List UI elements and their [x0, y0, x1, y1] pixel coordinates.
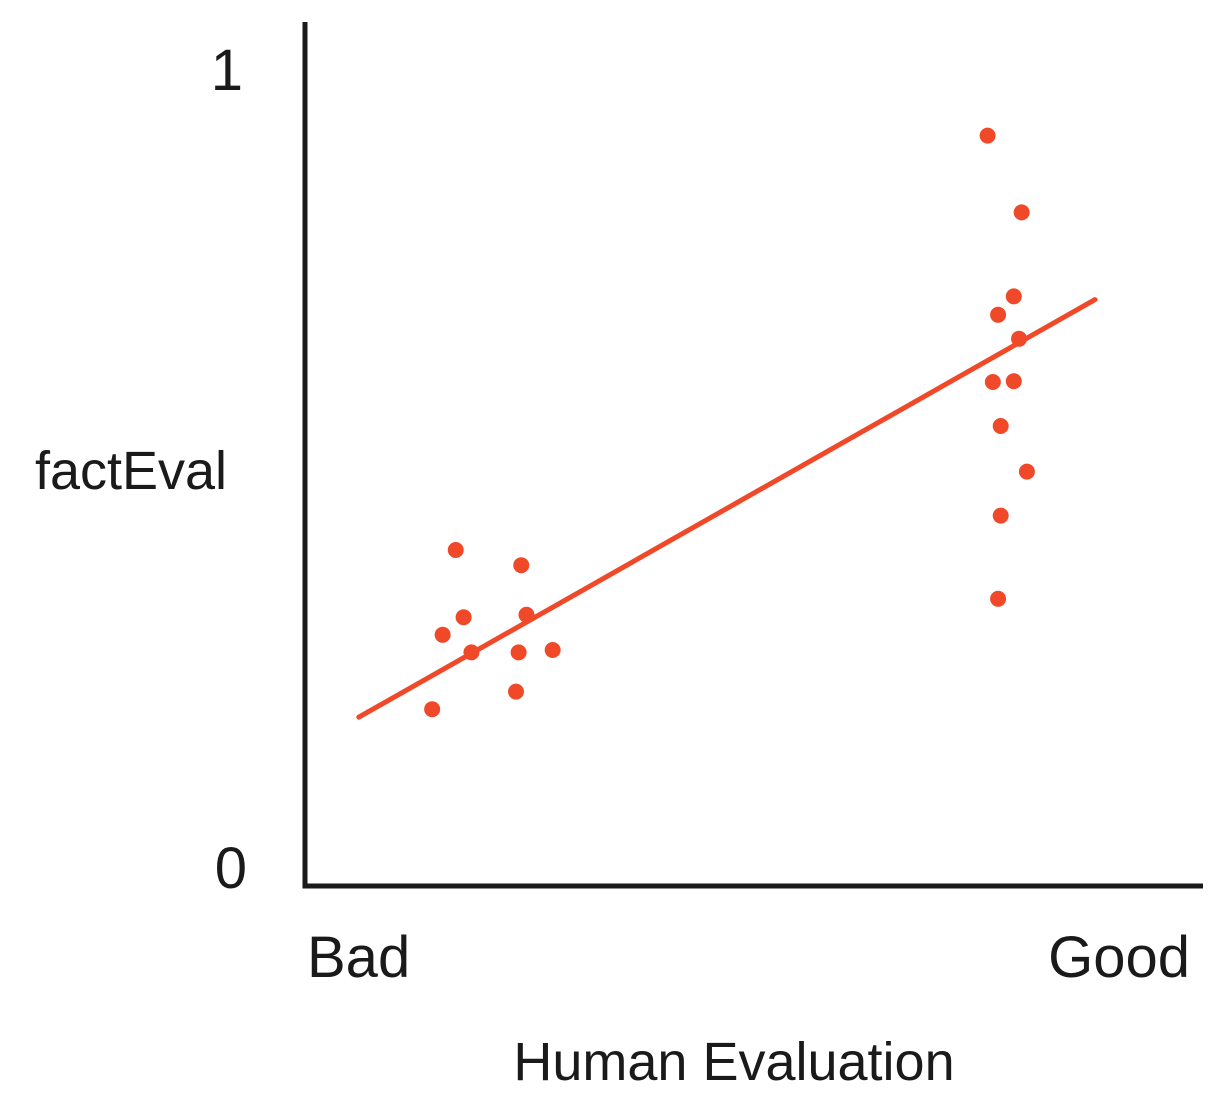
- chart-marks: [356, 127, 1098, 720]
- x-category-label-bad: Bad: [307, 925, 410, 990]
- data-point: [513, 557, 530, 574]
- data-point: [447, 542, 464, 558]
- data-point: [508, 683, 524, 700]
- data-point: [1005, 373, 1022, 390]
- data-point: [424, 701, 441, 718]
- trend-line: [356, 297, 1098, 720]
- data-point: [463, 644, 480, 661]
- y-tick-label-0: 0: [215, 836, 247, 901]
- y-axis-label: factEval: [35, 441, 227, 501]
- data-point: [984, 374, 1001, 390]
- data-point: [510, 644, 527, 661]
- data-point: [434, 626, 451, 643]
- data-point: [979, 127, 996, 144]
- data-point: [544, 642, 561, 658]
- data-point: [455, 609, 472, 626]
- data-point: [992, 418, 1009, 434]
- data-point: [1013, 204, 1030, 221]
- data-point: [1011, 330, 1028, 347]
- data-point: [1018, 463, 1035, 480]
- data-point: [518, 606, 535, 623]
- data-point: [992, 507, 1009, 524]
- data-point: [990, 306, 1007, 323]
- y-tick-label-1: 1: [211, 38, 243, 103]
- data-point: [990, 590, 1007, 607]
- x-axis-label: Human Evaluation: [513, 1032, 954, 1092]
- data-point: [1005, 288, 1022, 305]
- x-category-label-good: Good: [1048, 925, 1190, 990]
